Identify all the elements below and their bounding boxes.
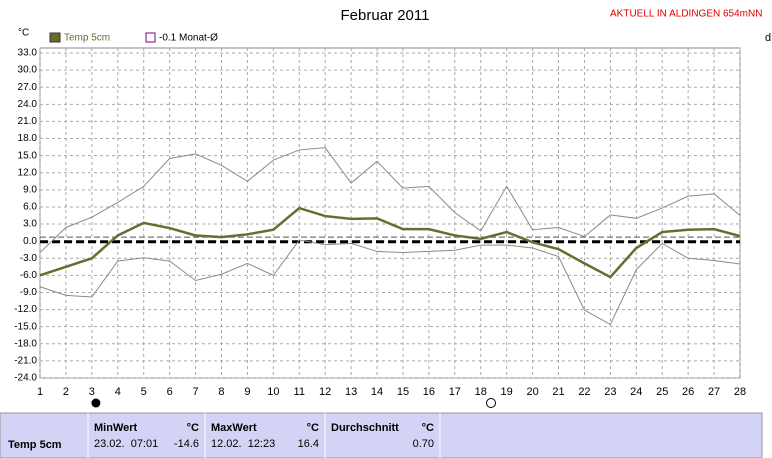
x-tick-label: 18 <box>475 386 487 398</box>
y-tick-label: -24.0 <box>14 373 37 384</box>
col-value: -14.6 <box>174 438 199 450</box>
y-tick-label: -12.0 <box>14 304 37 315</box>
right-label: d <box>765 32 771 44</box>
col-unit: °C <box>307 422 319 434</box>
y-tick-label: -18.0 <box>14 338 37 349</box>
y-tick-label: 3.0 <box>23 219 37 230</box>
series-line <box>39 206 741 279</box>
x-tick-label: 15 <box>397 386 409 398</box>
y-tick-label: 9.0 <box>23 184 37 195</box>
x-tick-label: 27 <box>708 386 720 398</box>
col-value: 16.4 <box>298 438 319 450</box>
y-tick-label: -6.0 <box>20 270 38 281</box>
x-tick-label: 24 <box>630 386 642 398</box>
stats-panel: Temp 5cm MinWert °C 23.02. 07:01 -14.6 M… <box>0 412 763 458</box>
y-tick-label: 27.0 <box>18 82 38 93</box>
series-line <box>39 239 741 326</box>
legend-swatch <box>145 32 156 43</box>
col-unit: °C <box>422 422 434 434</box>
x-tick-label: 4 <box>115 386 121 398</box>
col-header: MinWert <box>94 422 138 434</box>
col-value: 0.70 <box>413 438 434 450</box>
legend-swatch <box>49 32 61 43</box>
col-time: 23.02. 07:01 <box>94 438 158 450</box>
y-tick-label: 0.0 <box>23 236 37 247</box>
x-tick-label: 9 <box>244 386 250 398</box>
y-tick-label: -3.0 <box>20 253 38 264</box>
chart-title: Februar 2011 <box>341 7 430 24</box>
x-tick-label: 12 <box>319 386 331 398</box>
x-tick-label: 22 <box>578 386 590 398</box>
y-tick-label: 33.0 <box>18 48 38 59</box>
y-tick-label: -21.0 <box>14 356 37 367</box>
legend-label: Temp 5cm <box>64 33 110 44</box>
x-tick-label: 13 <box>345 386 357 398</box>
series-line <box>39 147 741 253</box>
day-marker <box>91 398 101 408</box>
panel-bg <box>0 412 763 458</box>
x-tick-label: 21 <box>552 386 564 398</box>
y-tick-label: -9.0 <box>20 287 38 298</box>
col-header: MaxWert <box>211 422 257 434</box>
x-tick-label: 5 <box>141 386 147 398</box>
x-tick-label: 1 <box>37 386 43 398</box>
x-tick-label: 11 <box>294 386 305 398</box>
x-tick-label: 26 <box>682 386 694 398</box>
y-tick-label: 30.0 <box>18 65 38 76</box>
y-tick-label: -15.0 <box>14 321 37 332</box>
y-tick-label: 15.0 <box>18 150 38 161</box>
x-tick-label: 19 <box>501 386 513 398</box>
x-tick-label: 10 <box>267 386 279 398</box>
y-tick-label: 18.0 <box>18 133 38 144</box>
col-header: Durchschnitt <box>331 422 399 434</box>
legend-label: -0.1 Monat-Ø <box>159 33 218 44</box>
plot-area <box>39 47 741 379</box>
x-tick-label: 16 <box>423 386 435 398</box>
x-tick-label: 20 <box>526 386 538 398</box>
x-tick-label: 7 <box>192 386 198 398</box>
y-tick-label: 12.0 <box>18 167 38 178</box>
y-tick-label: 24.0 <box>18 99 38 110</box>
y-tick-label: 21.0 <box>18 116 38 127</box>
col-unit: °C <box>187 422 199 434</box>
x-tick-label: 23 <box>604 386 616 398</box>
x-tick-label: 3 <box>89 386 95 398</box>
x-tick-label: 17 <box>449 386 461 398</box>
x-tick-label: 8 <box>218 386 224 398</box>
y-tick-label: 6.0 <box>23 202 37 213</box>
row-label: Temp 5cm <box>8 439 62 451</box>
col-time: 12.02. 12:23 <box>211 438 275 450</box>
station-label: AKTUELL IN ALDINGEN 654mNN <box>610 9 762 20</box>
x-tick-label: 6 <box>167 386 173 398</box>
y-axis-label: °C <box>18 28 29 39</box>
x-tick-label: 25 <box>656 386 668 398</box>
x-tick-label: 14 <box>371 386 383 398</box>
x-tick-label: 2 <box>63 386 69 398</box>
day-marker <box>486 398 496 408</box>
x-tick-label: 28 <box>734 386 746 398</box>
